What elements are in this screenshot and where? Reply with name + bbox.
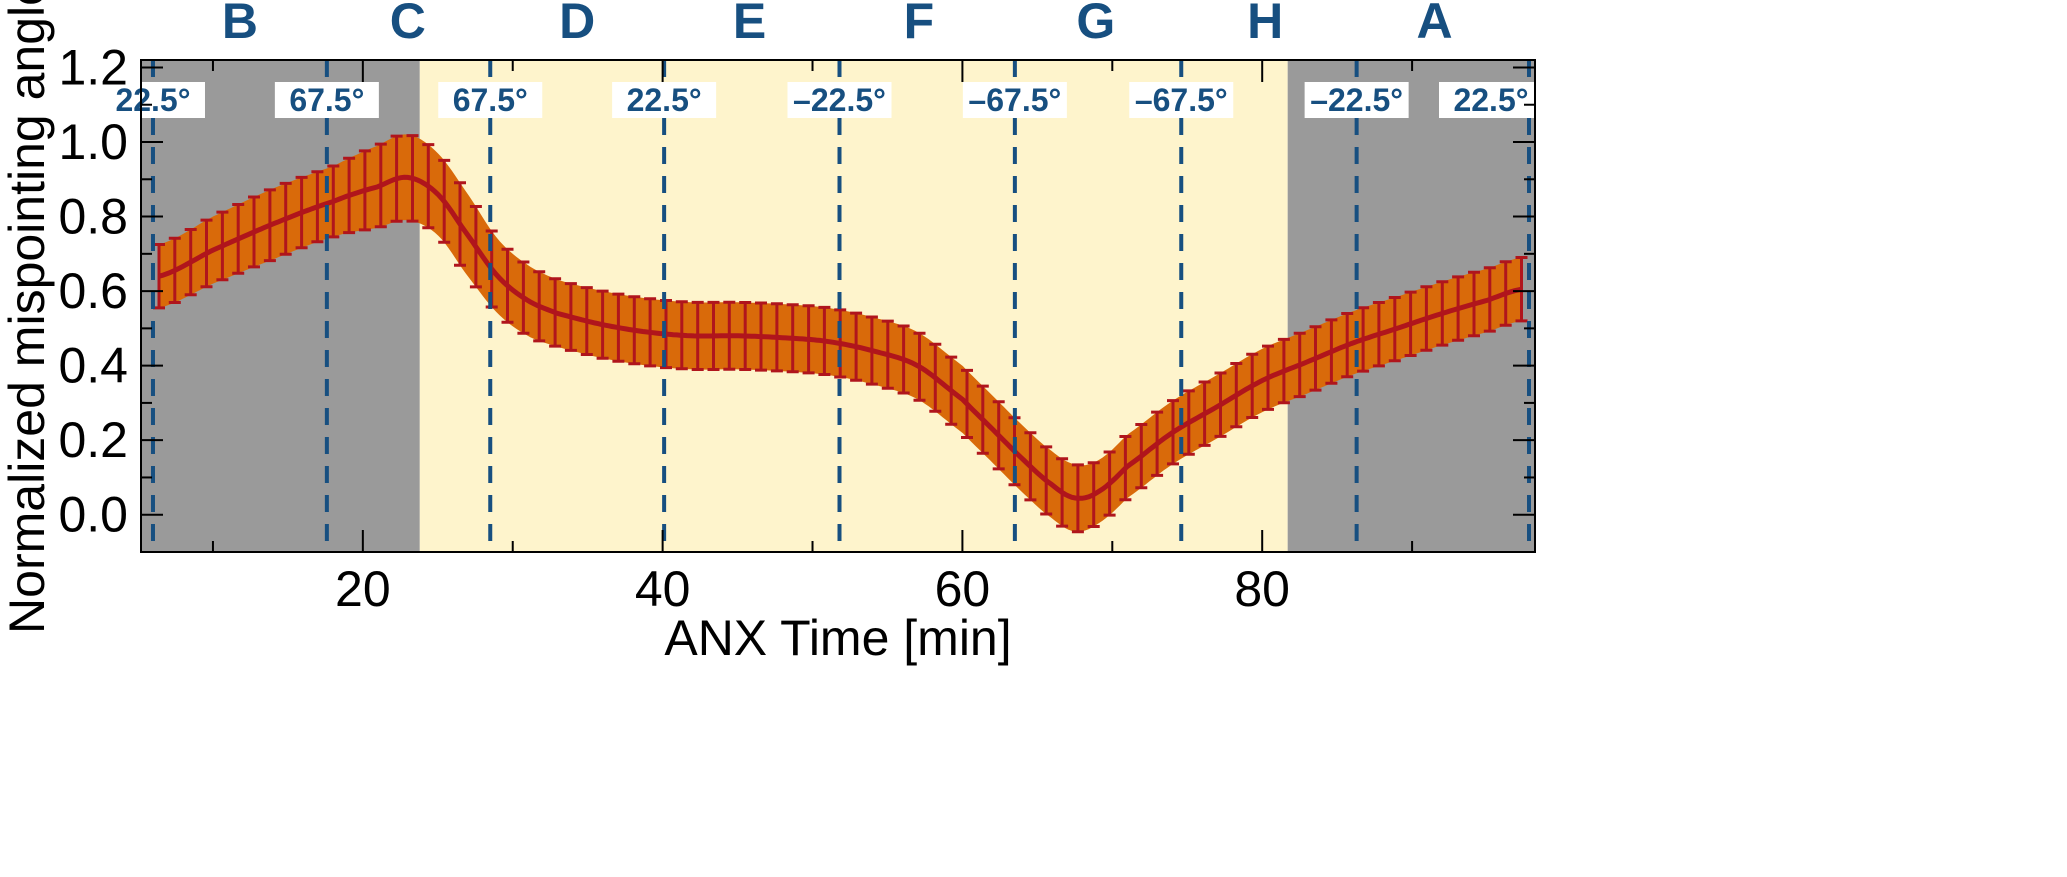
y-axis-title: Normalized mispointing angle [0, 0, 55, 634]
angle-label-8: 22.5° [1453, 82, 1528, 118]
sector-label-b: B [222, 0, 258, 49]
angle-label-1: 67.5° [289, 82, 364, 118]
angle-label-bg-8 [1439, 82, 1543, 118]
angle-label-7: –22.5° [1310, 82, 1403, 118]
y-tick-label-2: 0.4 [58, 338, 128, 394]
sector-label-a: A [1417, 0, 1453, 49]
y-tick-label-6: 1.2 [58, 39, 128, 95]
y-tick-label-1: 0.2 [58, 412, 128, 468]
sector-label-f: F [904, 0, 935, 49]
x-tick-label-2: 60 [935, 561, 991, 617]
angle-label-bg-0 [100, 82, 205, 118]
angle-label-bg-6 [1129, 82, 1234, 118]
boundary-angle-labels: 22.5° 67.5° 67.5° 22.5° –22.5° –67.5° –67.5° –2… [100, 82, 1543, 118]
angle-label-6: –67.5° [1135, 82, 1228, 118]
angle-label-5: –67.5° [968, 82, 1061, 118]
y-axis: 0.0 0.2 0.4 0.6 0.8 1.0 1.2 [58, 39, 1535, 543]
mean-line [158, 174, 1523, 501]
angle-label-bg-1 [274, 82, 379, 118]
sector-label-g: G [1076, 0, 1115, 49]
mean-curve [158, 174, 1523, 501]
sector-label-e: E [733, 0, 766, 49]
x-axis-title: ANX Time [min] [664, 610, 1011, 666]
sector-label-c: C [390, 0, 426, 49]
angle-label-bg-2 [438, 82, 543, 118]
x-axis: 20 40 60 80 [211, 60, 1414, 617]
x-tick-label-1: 40 [635, 561, 691, 617]
y-tick-label-4: 0.8 [58, 189, 128, 245]
angle-label-bg-4 [787, 82, 892, 118]
y-tick-label-0: 0.0 [58, 487, 128, 543]
plot-frame [140, 59, 1536, 553]
angle-label-bg-7 [1304, 82, 1409, 118]
y-tick-label-3: 0.6 [58, 263, 128, 319]
angle-label-4: –22.5° [793, 82, 886, 118]
x-tick-label-3: 80 [1234, 561, 1290, 617]
plot-border [140, 59, 1536, 553]
sector-label-d: D [559, 0, 595, 49]
angle-label-0: 22.5° [115, 82, 190, 118]
sector-boundaries [150, 60, 1532, 552]
x-tick-label-0: 20 [335, 561, 391, 617]
sector-label-h: H [1247, 0, 1283, 49]
angle-label-3: 22.5° [627, 82, 702, 118]
angle-label-2: 67.5° [453, 82, 528, 118]
shade-eclipse-0 [141, 60, 420, 552]
angle-label-bg-3 [612, 82, 717, 118]
y-tick-label-5: 1.0 [58, 114, 128, 170]
angle-label-bg-5 [962, 82, 1067, 118]
